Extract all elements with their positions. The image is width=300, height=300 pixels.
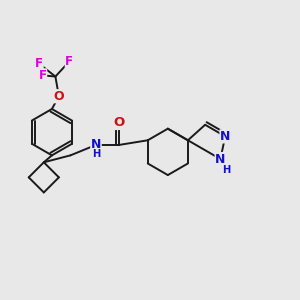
Text: F: F: [65, 55, 73, 68]
Text: N: N: [220, 130, 230, 143]
Text: F: F: [35, 57, 43, 70]
Text: H: H: [222, 165, 230, 175]
Text: O: O: [54, 90, 64, 103]
Text: F: F: [39, 69, 46, 82]
Text: H: H: [92, 149, 100, 159]
Text: N: N: [91, 138, 101, 152]
Text: O: O: [113, 116, 125, 129]
Text: N: N: [215, 152, 226, 166]
